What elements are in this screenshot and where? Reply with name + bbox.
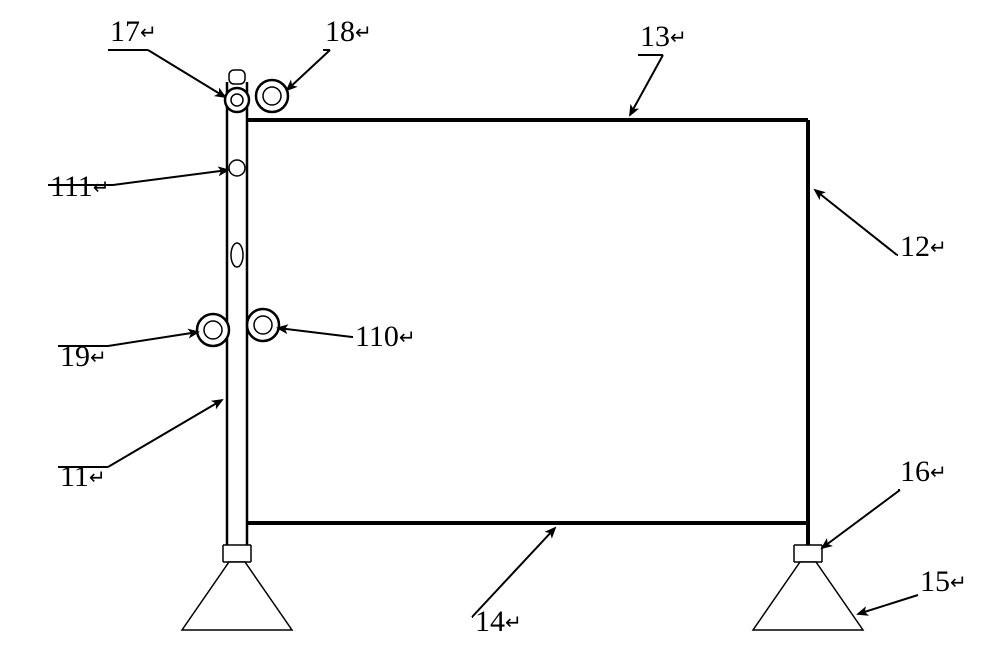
label-text-110: 110 <box>355 320 399 353</box>
ring-110-outer <box>247 309 279 341</box>
leader-12 <box>815 190 897 255</box>
leader-17 <box>148 50 225 97</box>
return-glyph-icon: ↵ <box>140 22 157 44</box>
label-text-18: 18 <box>325 15 355 48</box>
ring-17-outer <box>225 88 249 112</box>
leader-18 <box>287 50 330 90</box>
label-14: 14↵ <box>475 605 522 639</box>
return-glyph-icon: ↵ <box>930 462 947 484</box>
post-ellipse <box>231 243 243 267</box>
label-text-11: 11 <box>60 460 89 493</box>
label-17: 17↵ <box>110 15 157 49</box>
label-text-19: 19 <box>60 340 90 373</box>
label-11: 11↵ <box>60 460 106 494</box>
label-text-13: 13 <box>640 20 670 53</box>
return-glyph-icon: ↵ <box>399 327 416 349</box>
label-111: 111↵ <box>50 170 110 204</box>
label-12: 12↵ <box>900 230 947 264</box>
label-text-16: 16 <box>900 455 930 488</box>
leader-11 <box>108 400 222 467</box>
label-text-111: 111 <box>50 170 93 203</box>
return-glyph-icon: ↵ <box>90 347 107 369</box>
left-post-cap <box>229 70 245 84</box>
return-glyph-icon: ↵ <box>950 572 967 594</box>
label-text-14: 14 <box>475 605 505 638</box>
leader-110 <box>278 328 352 337</box>
leader-19 <box>108 332 198 346</box>
label-18: 18↵ <box>325 15 372 49</box>
return-glyph-icon: ↵ <box>89 467 106 489</box>
foot-cone-left <box>182 562 292 630</box>
ring-18-outer <box>256 80 288 112</box>
leader-16 <box>822 490 900 548</box>
return-glyph-icon: ↵ <box>670 27 687 49</box>
return-glyph-icon: ↵ <box>505 612 522 634</box>
leader-13 <box>630 55 663 115</box>
label-19: 19↵ <box>60 340 107 374</box>
label-text-15: 15 <box>920 565 950 598</box>
label-110: 110↵ <box>355 320 416 354</box>
leader-14 <box>472 528 555 617</box>
label-text-12: 12 <box>900 230 930 263</box>
dot-111 <box>229 160 245 176</box>
leader-111 <box>113 170 228 185</box>
diagram-canvas <box>0 0 1000 662</box>
foot-cone-right <box>753 562 863 630</box>
ring-19-outer <box>197 314 229 346</box>
leader-15 <box>858 595 918 614</box>
label-text-17: 17 <box>110 15 140 48</box>
label-16: 16↵ <box>900 455 947 489</box>
return-glyph-icon: ↵ <box>930 237 947 259</box>
return-glyph-icon: ↵ <box>93 177 110 199</box>
label-15: 15↵ <box>920 565 967 599</box>
label-13: 13↵ <box>640 20 687 54</box>
return-glyph-icon: ↵ <box>355 22 372 44</box>
